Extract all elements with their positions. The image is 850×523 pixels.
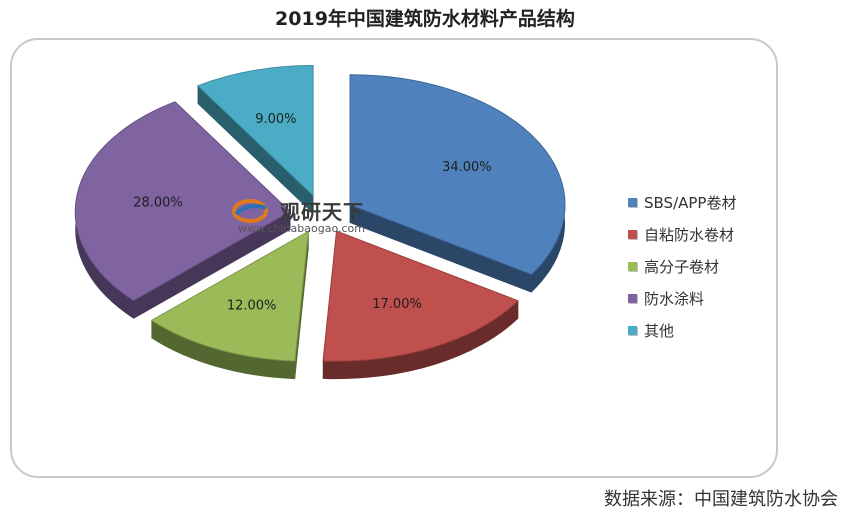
watermark-logo-icon (232, 199, 268, 223)
legend-swatch-4 (628, 325, 637, 335)
pie-slice-4 (196, 65, 314, 215)
legend-swatch-1 (628, 229, 637, 239)
pie-chart: 34.00% 17.00% 12.00% 28.00% 9.00% (74, 65, 566, 380)
legend-item-4: 其他 (628, 314, 736, 346)
data-label-0: 34.00% (442, 160, 492, 175)
legend-label-2: 高分子卷材 (644, 257, 720, 276)
data-label-1: 17.00% (372, 297, 422, 312)
pie-slice-0 (349, 74, 566, 293)
pie-slice-1 (322, 230, 519, 380)
data-label-4: 9.00% (255, 112, 296, 127)
watermark: 观研天下 www.chinabaogao.com (232, 192, 402, 238)
data-label-2: 12.00% (227, 298, 277, 313)
pie-slice-2 (150, 230, 309, 380)
pie-slice-3 (74, 101, 292, 320)
watermark-url: www.chinabaogao.com (238, 222, 365, 235)
legend-label-1: 自粘防水卷材 (644, 225, 735, 244)
legend-item-1: 自粘防水卷材 (628, 218, 736, 250)
legend-label-4: 其他 (644, 321, 675, 340)
legend-swatch-2 (628, 261, 637, 271)
source-note: 数据来源：中国建筑防水协会 (604, 489, 838, 510)
legend-item-2: 高分子卷材 (628, 250, 736, 282)
legend-item-0: SBS/APP卷材 (628, 186, 736, 218)
legend-swatch-3 (628, 293, 637, 303)
chart-legend: SBS/APP卷材 自粘防水卷材 高分子卷材防水涂料其他 (628, 186, 736, 346)
legend-label-3: 防水涂料 (644, 289, 705, 308)
legend-label-0: SBS/APP卷材 (644, 193, 737, 212)
legend-item-3: 防水涂料 (628, 282, 736, 314)
page-title: 2019年中国建筑防水材料产品结构 (275, 8, 575, 30)
data-label-3: 28.00% (133, 195, 183, 210)
legend-swatch-0 (628, 197, 637, 207)
watermark-brand: 观研天下 (280, 200, 364, 224)
